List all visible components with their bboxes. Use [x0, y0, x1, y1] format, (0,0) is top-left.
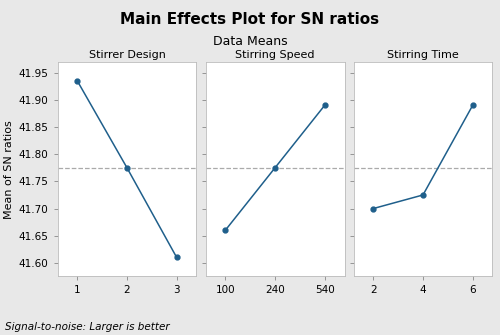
Text: Signal-to-noise: Larger is better: Signal-to-noise: Larger is better: [5, 322, 170, 332]
Y-axis label: Mean of SN ratios: Mean of SN ratios: [4, 120, 15, 218]
Title: Stirrer Design: Stirrer Design: [88, 50, 166, 60]
Title: Stirring Speed: Stirring Speed: [236, 50, 315, 60]
Text: Data Means: Data Means: [212, 35, 288, 48]
Title: Stirring Time: Stirring Time: [387, 50, 459, 60]
Text: Main Effects Plot for SN ratios: Main Effects Plot for SN ratios: [120, 12, 380, 27]
